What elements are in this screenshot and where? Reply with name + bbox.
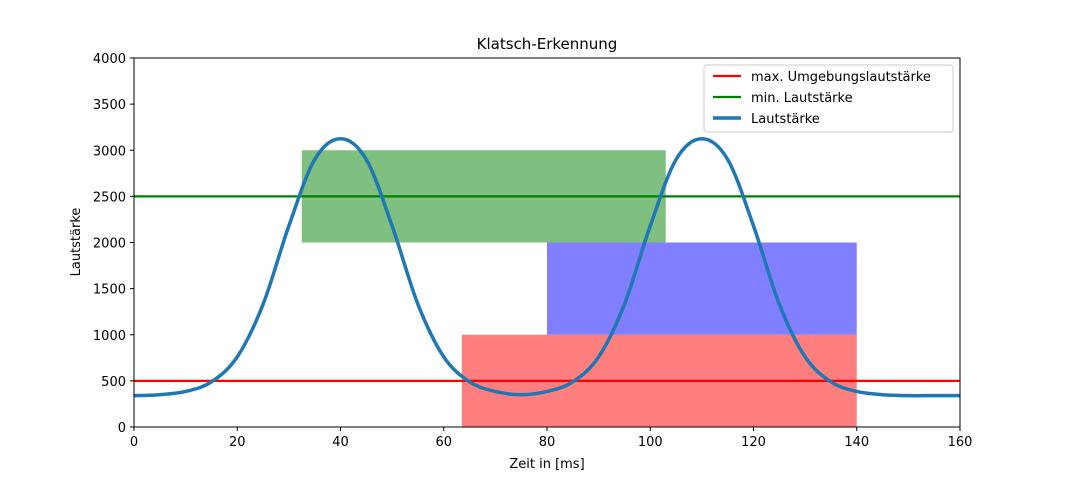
legend: max. Umgebungslautstärke min. Lautstärke L… [703,64,954,133]
y-tick-label: 3000 [93,144,126,159]
legend-box [703,64,954,133]
y-tick-label: 1500 [93,283,126,298]
region-rect-1 [547,242,857,335]
x-tick-label: 20 [229,435,246,450]
x-axis: 0 20 40 60 80 100 120 140 160 [130,427,973,450]
series-curve-2 [133,136,960,398]
y-tick-label: 4000 [93,52,126,67]
x-tick-label: 160 [948,435,973,450]
y-tick-label: 3500 [93,98,126,113]
y-axis: 0 500 1000 1500 2000 2500 3000 3500 4000 [93,52,134,436]
y-axis-label: Lautstärke [69,208,84,277]
chart-title: Klatsch-Erkennung [477,35,618,53]
x-tick-label: 100 [638,435,663,450]
x-axis-label: Zeit in [ms] [509,457,584,472]
x-tick-label: 80 [539,435,556,450]
x-tick-label: 140 [844,435,869,450]
x-tick-label: 40 [332,435,349,450]
y-tick-label: 0 [118,421,126,436]
series-lines [133,136,960,398]
y-tick-label: 2500 [93,190,126,205]
y-tick-label: 1000 [93,329,126,344]
x-tick-label: 0 [130,435,138,450]
y-tick-label: 500 [101,375,126,390]
x-tick-label: 60 [435,435,452,450]
x-tick-label: 120 [741,435,766,450]
legend-label-1: min. Lautstärke [751,91,853,106]
legend-label-0: max. Umgebungslautstärke [751,70,931,85]
legend-label-2: Lautstärke [751,112,820,127]
y-tick-label: 2000 [93,237,126,252]
